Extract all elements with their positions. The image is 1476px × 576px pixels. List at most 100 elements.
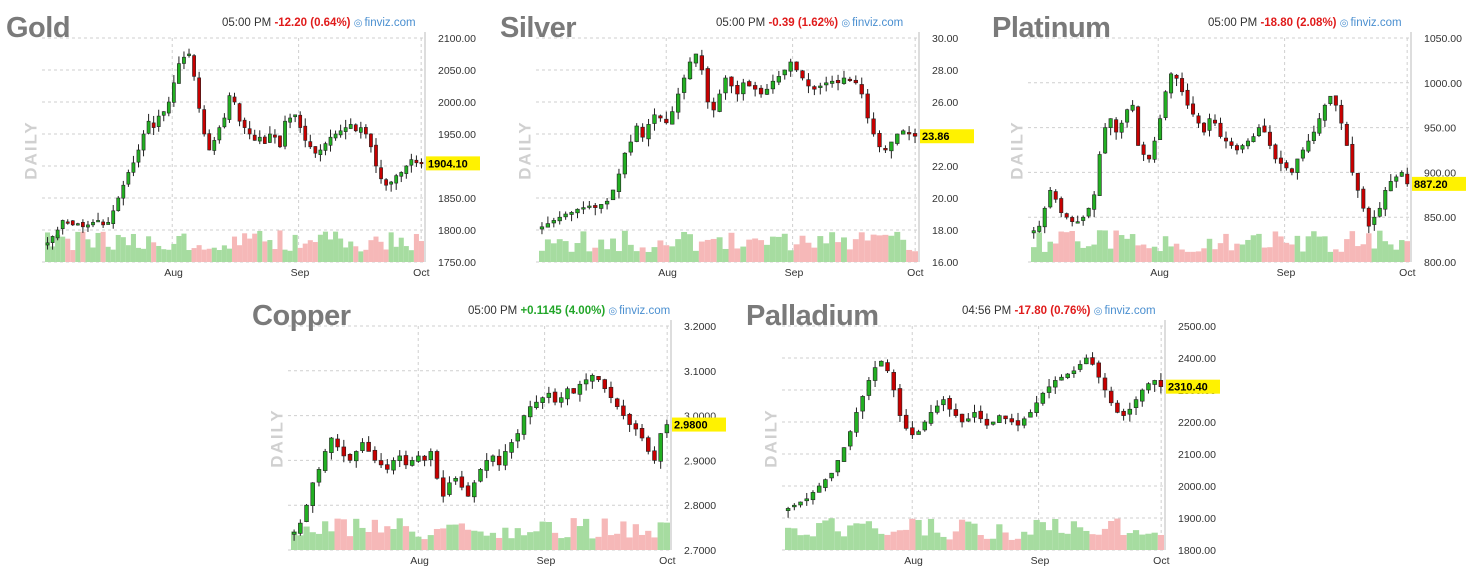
- candle-body: [1234, 145, 1239, 151]
- price-chart: 1050.00 1000.00 950.00 900.00 850.00 800.00 Au…: [1028, 32, 1466, 279]
- volume-bar: [752, 238, 759, 262]
- quote-time: 05:00 PM: [468, 305, 518, 317]
- volume-bar: [888, 235, 895, 262]
- candle-body: [247, 128, 252, 135]
- finviz-logo-icon: ◎: [841, 18, 851, 29]
- candle-body: [329, 437, 334, 453]
- candle-body: [86, 224, 90, 228]
- volume-bar: [645, 530, 652, 550]
- volume-bar: [1151, 246, 1158, 262]
- volume-bar: [1146, 248, 1152, 262]
- candle-body: [1158, 118, 1163, 140]
- volume-bar: [1228, 250, 1235, 262]
- volume-bar: [539, 521, 546, 550]
- candle-body: [101, 221, 105, 226]
- candle-body: [70, 220, 75, 226]
- volume-bar: [990, 538, 997, 550]
- volume-bar: [1114, 518, 1121, 550]
- volume-bar: [1157, 534, 1164, 550]
- volume-bar: [1278, 236, 1284, 262]
- candle-body: [453, 478, 458, 482]
- volume-bar: [996, 524, 1003, 550]
- volume-bar: [303, 526, 310, 550]
- candle-body: [1207, 118, 1212, 131]
- volume-bar: [781, 233, 788, 262]
- candle-body: [366, 441, 371, 452]
- candle-body: [161, 111, 166, 116]
- finviz-link[interactable]: ◎ finviz.com: [1093, 305, 1156, 317]
- candle-body: [509, 442, 514, 453]
- candle-body: [916, 431, 921, 435]
- candle-body: [1125, 109, 1130, 123]
- candle-body: [587, 205, 592, 208]
- volume-bar: [716, 237, 723, 262]
- candle-body: [1114, 119, 1119, 133]
- price-chart: 2100.002050.002000.001950.001900.001850.…: [42, 32, 480, 279]
- candle-body: [81, 222, 85, 228]
- candle-body: [640, 126, 645, 138]
- candle-body: [604, 200, 610, 205]
- candle-body: [484, 460, 489, 471]
- volume-bar: [1184, 251, 1191, 262]
- volume-bar: [1311, 231, 1317, 262]
- volume-bar: [1305, 236, 1312, 262]
- price-chart: 2500.002400.002300.002200.002100.002000.…: [782, 320, 1220, 567]
- volume-bar: [272, 249, 278, 262]
- chart-panel-copper: 3.2000 3.1000 3.0000 2.9000 2.8000 2.7000 Aug S…: [246, 288, 726, 570]
- candle-body: [577, 383, 583, 395]
- candle-body: [1180, 78, 1185, 93]
- candle-body: [1289, 168, 1294, 173]
- volume-bar: [353, 518, 360, 550]
- volume-bar: [221, 245, 227, 262]
- volume-bar: [396, 518, 403, 550]
- y-tick-label: 2100.00: [1178, 449, 1216, 461]
- candle-body: [614, 398, 620, 407]
- candle-body: [634, 125, 639, 142]
- candle-body: [681, 77, 687, 93]
- finviz-link[interactable]: ◎ finviz.com: [608, 305, 671, 317]
- volume-bar: [1102, 230, 1108, 262]
- price-change: -18.80 (2.08%): [1260, 17, 1337, 29]
- finviz-logo-icon: ◎: [1339, 18, 1349, 29]
- volume-bar: [722, 248, 729, 262]
- finviz-link[interactable]: ◎ finviz.com: [353, 17, 416, 29]
- candle-body: [197, 77, 201, 109]
- volume-bar: [1261, 247, 1268, 262]
- volume-bar: [1206, 238, 1213, 262]
- volume-bar: [1039, 522, 1046, 550]
- volume-bar: [418, 241, 424, 262]
- candle-body: [829, 472, 834, 479]
- finviz-link[interactable]: ◎ finviz.com: [1339, 17, 1402, 29]
- last-price-label: 887.20: [1414, 179, 1448, 191]
- volume-bar: [1033, 519, 1040, 550]
- volume-bar: [171, 243, 177, 262]
- candle-body: [847, 78, 853, 81]
- volume-bar: [657, 240, 664, 262]
- candle-body: [399, 172, 404, 177]
- volume-bar: [639, 247, 646, 262]
- volume-bar: [1173, 243, 1180, 262]
- candle-body: [1042, 207, 1047, 228]
- volume-bar: [110, 249, 116, 262]
- volume-bar: [965, 521, 972, 550]
- volume-bar: [151, 242, 157, 262]
- volume-bar: [1027, 534, 1034, 550]
- volume-bar: [1382, 241, 1389, 262]
- candle-body: [693, 53, 699, 64]
- finviz-link[interactable]: ◎ finviz.com: [841, 17, 904, 29]
- last-price-label: 2310.40: [1168, 382, 1208, 394]
- volume-bar: [871, 528, 879, 550]
- x-tick-label: Aug: [904, 555, 923, 567]
- candle-body: [1383, 190, 1388, 210]
- volume-bar: [206, 248, 212, 262]
- candle-body: [353, 124, 358, 132]
- candle-body: [1059, 376, 1064, 381]
- volume-bar: [811, 247, 818, 262]
- volume-bar: [1377, 230, 1383, 262]
- volume-bar: [556, 239, 563, 262]
- candle-body: [1081, 216, 1086, 221]
- volume-bar: [840, 536, 848, 550]
- volume-bar: [576, 526, 584, 550]
- candle-body: [646, 124, 651, 140]
- candle-body: [664, 118, 669, 124]
